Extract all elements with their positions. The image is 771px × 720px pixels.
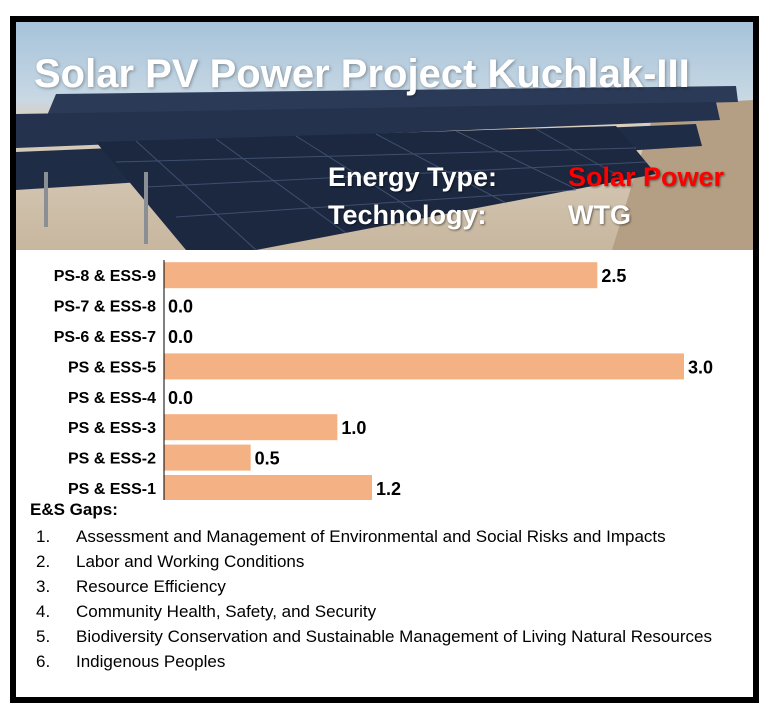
- bar: [164, 353, 684, 380]
- gaps-list-section: E&S Gaps: 1. Assessment and Management of…: [30, 500, 746, 674]
- category-label: PS & ESS-2: [68, 451, 156, 468]
- gap-item-text: Biodiversity Conservation and Sustainabl…: [76, 627, 712, 646]
- energy-type-label: Energy Type:: [328, 162, 498, 192]
- category-label: PS-8 & ESS-9: [54, 268, 156, 285]
- gap-item-text: Resource Efficiency: [76, 577, 226, 596]
- gap-item-text: Labor and Working Conditions: [76, 552, 305, 571]
- value-label: 1.0: [341, 418, 366, 438]
- gap-item: 4. Community Health, Safety, and Security: [30, 599, 746, 624]
- e-and-s-gap-bar-chart: PS-8 & ESS-9 2.5 PS-7 & ESS-8 0.0 PS-6 & ESS…: [54, 260, 713, 500]
- solar-farm-banner: Solar PV Power Project Kuchlak-III Energ…: [16, 22, 753, 250]
- gap-item: 1. Assessment and Management of Environme…: [30, 524, 746, 549]
- bar: [164, 414, 338, 441]
- value-label: 2.5: [601, 266, 626, 286]
- bar: [164, 262, 598, 289]
- value-label: 0.5: [255, 449, 280, 469]
- bar: [164, 444, 251, 471]
- gaps-list: 1. Assessment and Management of Environme…: [30, 524, 746, 674]
- value-label: 3.0: [688, 357, 713, 377]
- gap-item: 2. Labor and Working Conditions: [30, 549, 746, 574]
- gap-item: 3. Resource Efficiency: [30, 574, 746, 599]
- value-label: 1.2: [376, 479, 401, 499]
- gap-item-number: 3.: [36, 577, 51, 596]
- gap-item-number: 2.: [36, 552, 51, 571]
- gap-item: 5. Biodiversity Conservation and Sustaina…: [30, 624, 746, 649]
- technology-label: Technology:: [328, 200, 487, 230]
- gap-item-text: Assessment and Management of Environment…: [76, 527, 666, 546]
- page-title: Solar PV Power Project Kuchlak-III: [34, 52, 690, 96]
- value-label: 0.0: [168, 327, 193, 347]
- energy-type-value: Solar Power: [568, 162, 725, 192]
- category-label: PS & ESS-1: [68, 481, 156, 498]
- value-label: 0.0: [168, 388, 193, 408]
- gaps-title: E&S Gaps:: [30, 500, 118, 519]
- solar-panels-photo: [16, 86, 753, 250]
- bar: [164, 475, 372, 500]
- category-label: PS & ESS-5: [68, 359, 156, 376]
- category-label: PS & ESS-3: [68, 420, 156, 437]
- category-label: PS-6 & ESS-7: [54, 329, 156, 346]
- infographic-frame: Solar PV Power Project Kuchlak-III Energ…: [10, 16, 759, 703]
- gap-item-number: 6.: [36, 652, 51, 671]
- value-label: 0.0: [168, 297, 193, 317]
- gap-item: 6. Indigenous Peoples: [30, 649, 746, 674]
- gap-item-number: 4.: [36, 602, 51, 621]
- category-label: PS-7 & ESS-8: [54, 299, 156, 316]
- gap-item-text: Indigenous Peoples: [76, 652, 226, 671]
- gap-item-number: 5.: [36, 627, 51, 646]
- category-label: PS & ESS-4: [68, 390, 156, 407]
- technology-value: WTG: [568, 200, 631, 230]
- gap-item-number: 1.: [36, 527, 51, 546]
- gap-item-text: Community Health, Safety, and Security: [76, 602, 377, 621]
